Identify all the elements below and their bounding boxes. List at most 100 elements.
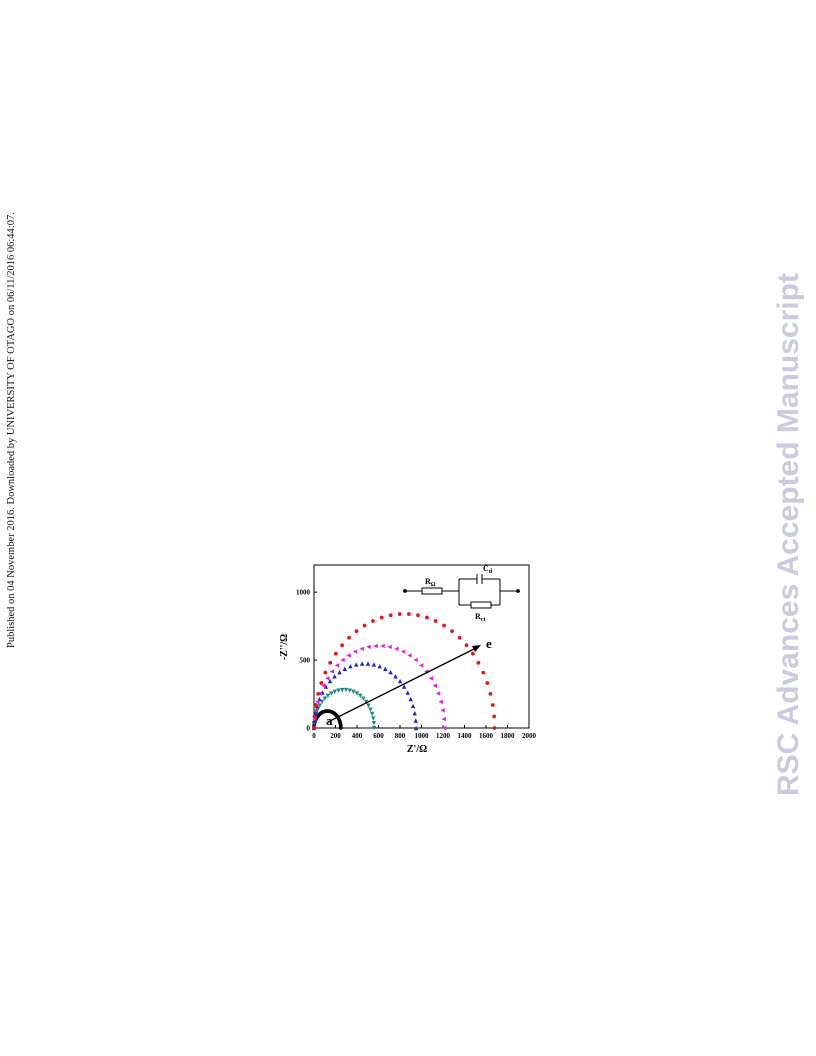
- data-point: [329, 669, 335, 674]
- data-point: [322, 696, 328, 701]
- data-point: [339, 726, 343, 730]
- y-tick-label: 500: [300, 657, 311, 665]
- data-point: [346, 653, 351, 658]
- data-point: [464, 643, 469, 648]
- data-point: [377, 663, 382, 669]
- data-point: [371, 662, 377, 667]
- data-point: [476, 660, 481, 665]
- data-point: [337, 669, 342, 675]
- series-c: [311, 661, 419, 731]
- data-point: [488, 691, 493, 696]
- data-point: [352, 649, 358, 654]
- data-point: [397, 678, 403, 684]
- x-tick-label: 600: [373, 732, 384, 740]
- data-point: [410, 703, 416, 709]
- data-point: [348, 663, 353, 669]
- data-point: [442, 623, 446, 628]
- data-point: [359, 661, 365, 666]
- resistor-symbol: [421, 587, 443, 595]
- data-point: [313, 703, 318, 707]
- data-point: [333, 651, 338, 656]
- data-point: [329, 691, 334, 696]
- data-point: [433, 619, 438, 623]
- x-tick-label: 1200: [436, 732, 451, 740]
- data-point: [317, 691, 323, 696]
- data-point: [441, 716, 446, 722]
- data-point: [340, 643, 344, 648]
- data-point: [405, 690, 410, 695]
- data-point: [481, 670, 486, 675]
- data-point: [416, 613, 420, 618]
- data-point: [371, 619, 375, 623]
- data-point: [394, 646, 399, 652]
- x-tick-label: 400: [352, 732, 363, 740]
- data-point: [327, 678, 333, 684]
- data-point: [312, 714, 317, 719]
- data-point: [354, 629, 359, 634]
- data-point: [342, 666, 348, 671]
- data-point: [457, 635, 462, 640]
- equivalent-circuit: [403, 574, 520, 609]
- data-point: [315, 699, 320, 704]
- data-point: [312, 718, 317, 723]
- circuit-node-right: [516, 589, 520, 593]
- data-point: [412, 710, 417, 716]
- x-axis-label: Z'/Ω: [407, 744, 427, 755]
- data-point: [359, 646, 364, 652]
- data-point: [407, 653, 412, 658]
- data-point: [332, 674, 337, 679]
- data-point: [315, 707, 320, 712]
- data-point: [492, 726, 497, 730]
- data-point: [366, 703, 371, 708]
- data-point: [368, 707, 373, 712]
- data-point: [387, 644, 392, 650]
- data-point: [323, 684, 329, 689]
- data-point: [383, 666, 388, 671]
- data-point: [328, 660, 333, 665]
- data-point: [361, 696, 366, 701]
- journal-watermark: RSC Advances Accepted Manuscript: [772, 273, 805, 796]
- data-point: [340, 657, 345, 663]
- data-point: [313, 708, 318, 713]
- data-point: [369, 711, 375, 717]
- x-tick-label: 200: [330, 732, 341, 740]
- data-point: [397, 612, 402, 616]
- data-point: [413, 725, 419, 731]
- data-point: [317, 703, 322, 708]
- data-point: [332, 689, 337, 695]
- data-point: [325, 676, 330, 681]
- data-point: [373, 643, 378, 649]
- data-point: [492, 714, 497, 719]
- axis-ticks: [313, 591, 530, 729]
- data-point: [400, 649, 406, 654]
- download-notice: Published on 04 November 2016. Downloade…: [6, 212, 17, 648]
- arrow-shaft: [327, 647, 477, 723]
- data-point: [435, 691, 441, 696]
- y-tick-label: 0: [307, 725, 311, 733]
- data-point: [406, 612, 411, 616]
- data-point: [388, 669, 393, 675]
- x-tick-label: 0: [312, 732, 316, 740]
- data-point: [432, 683, 437, 688]
- data-point: [438, 699, 443, 704]
- data-point: [371, 721, 377, 726]
- data-point: [413, 657, 418, 663]
- data-point: [413, 718, 418, 723]
- data-point: [353, 662, 359, 667]
- data-point: [388, 613, 393, 618]
- axis-tick-labels: 0 200 400 600 800 1000 1200 1400 1600 1800 2000 0 50…: [296, 589, 537, 740]
- data-point: [372, 725, 377, 731]
- data-point: [363, 699, 369, 705]
- data-point: [450, 629, 454, 634]
- rct-label: Rct: [475, 612, 485, 623]
- data-point: [347, 635, 351, 640]
- data-point: [425, 615, 429, 620]
- trend-arrow: [327, 645, 481, 723]
- data-series: [311, 612, 497, 731]
- y-tick-label: 1000: [296, 589, 311, 597]
- data-point: [325, 693, 331, 699]
- data-point: [428, 676, 434, 681]
- x-tick-label: 2000: [522, 732, 537, 740]
- data-point: [323, 670, 328, 675]
- x-tick-label: 1000: [415, 732, 430, 740]
